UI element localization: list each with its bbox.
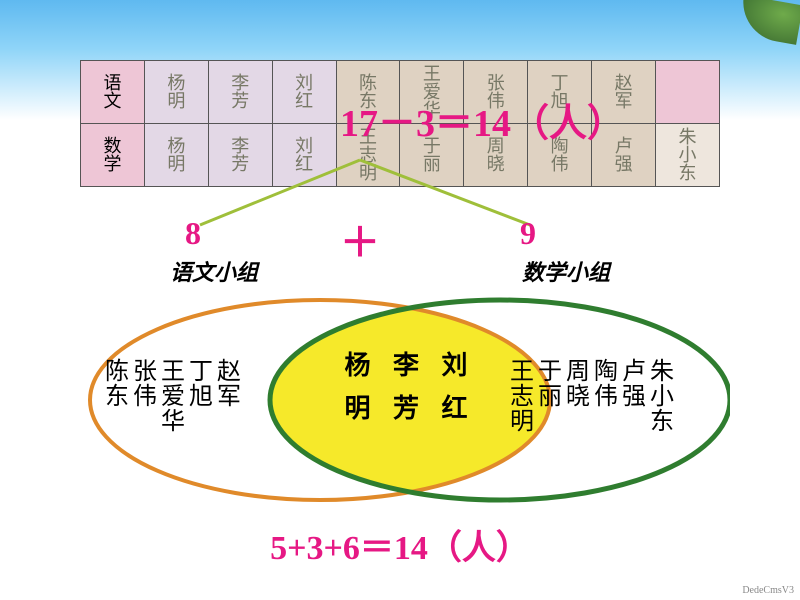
watermark: DedeCmsV3 [742,585,794,596]
cell: 朱小东 [656,124,720,187]
group-labels: 语文小组 数学小组 [90,255,710,287]
eq-r: 14 [473,103,511,145]
eq2-expr: 5+3+6 [270,530,360,567]
cell: 刘红 [272,61,336,124]
equation-bottom: 5+3+6＝14（人） [0,520,800,569]
eq-eq: ＝ [435,103,473,145]
row-header-math: 数学 [81,124,145,187]
venn-center-names: 杨 李 刘 明 芳 红 [330,352,490,423]
eq2-unit: （人） [428,530,530,567]
venn-left-names: 陈东张伟王爱华丁旭赵军 [105,360,241,436]
label-math-group: 数学小组 [522,255,610,287]
eq-a: 17 [340,103,378,145]
eq2-r: 14 [394,530,428,567]
cell: 杨明 [144,124,208,187]
cell: 李芳 [208,61,272,124]
equation-top: 17－3＝14（人） [340,92,625,147]
label-chinese-group: 语文小组 [170,255,258,287]
eq-unit: （人） [511,103,625,145]
cell: 李芳 [208,124,272,187]
venn-diagram: 陈东张伟王爱华丁旭赵军 杨 李 刘 明 芳 红 王志明于丽周晓陶伟卢强朱小东 [70,290,730,510]
eq2-eq: ＝ [360,530,394,567]
venn-right-names: 王志明于丽周晓陶伟卢强朱小东 [510,360,674,436]
eq-b: 3 [416,103,435,145]
cell-empty [656,61,720,124]
cell: 刘红 [272,124,336,187]
cell: 杨明 [144,61,208,124]
eq-op: － [378,103,416,145]
row-header-chinese: 语文 [81,61,145,124]
